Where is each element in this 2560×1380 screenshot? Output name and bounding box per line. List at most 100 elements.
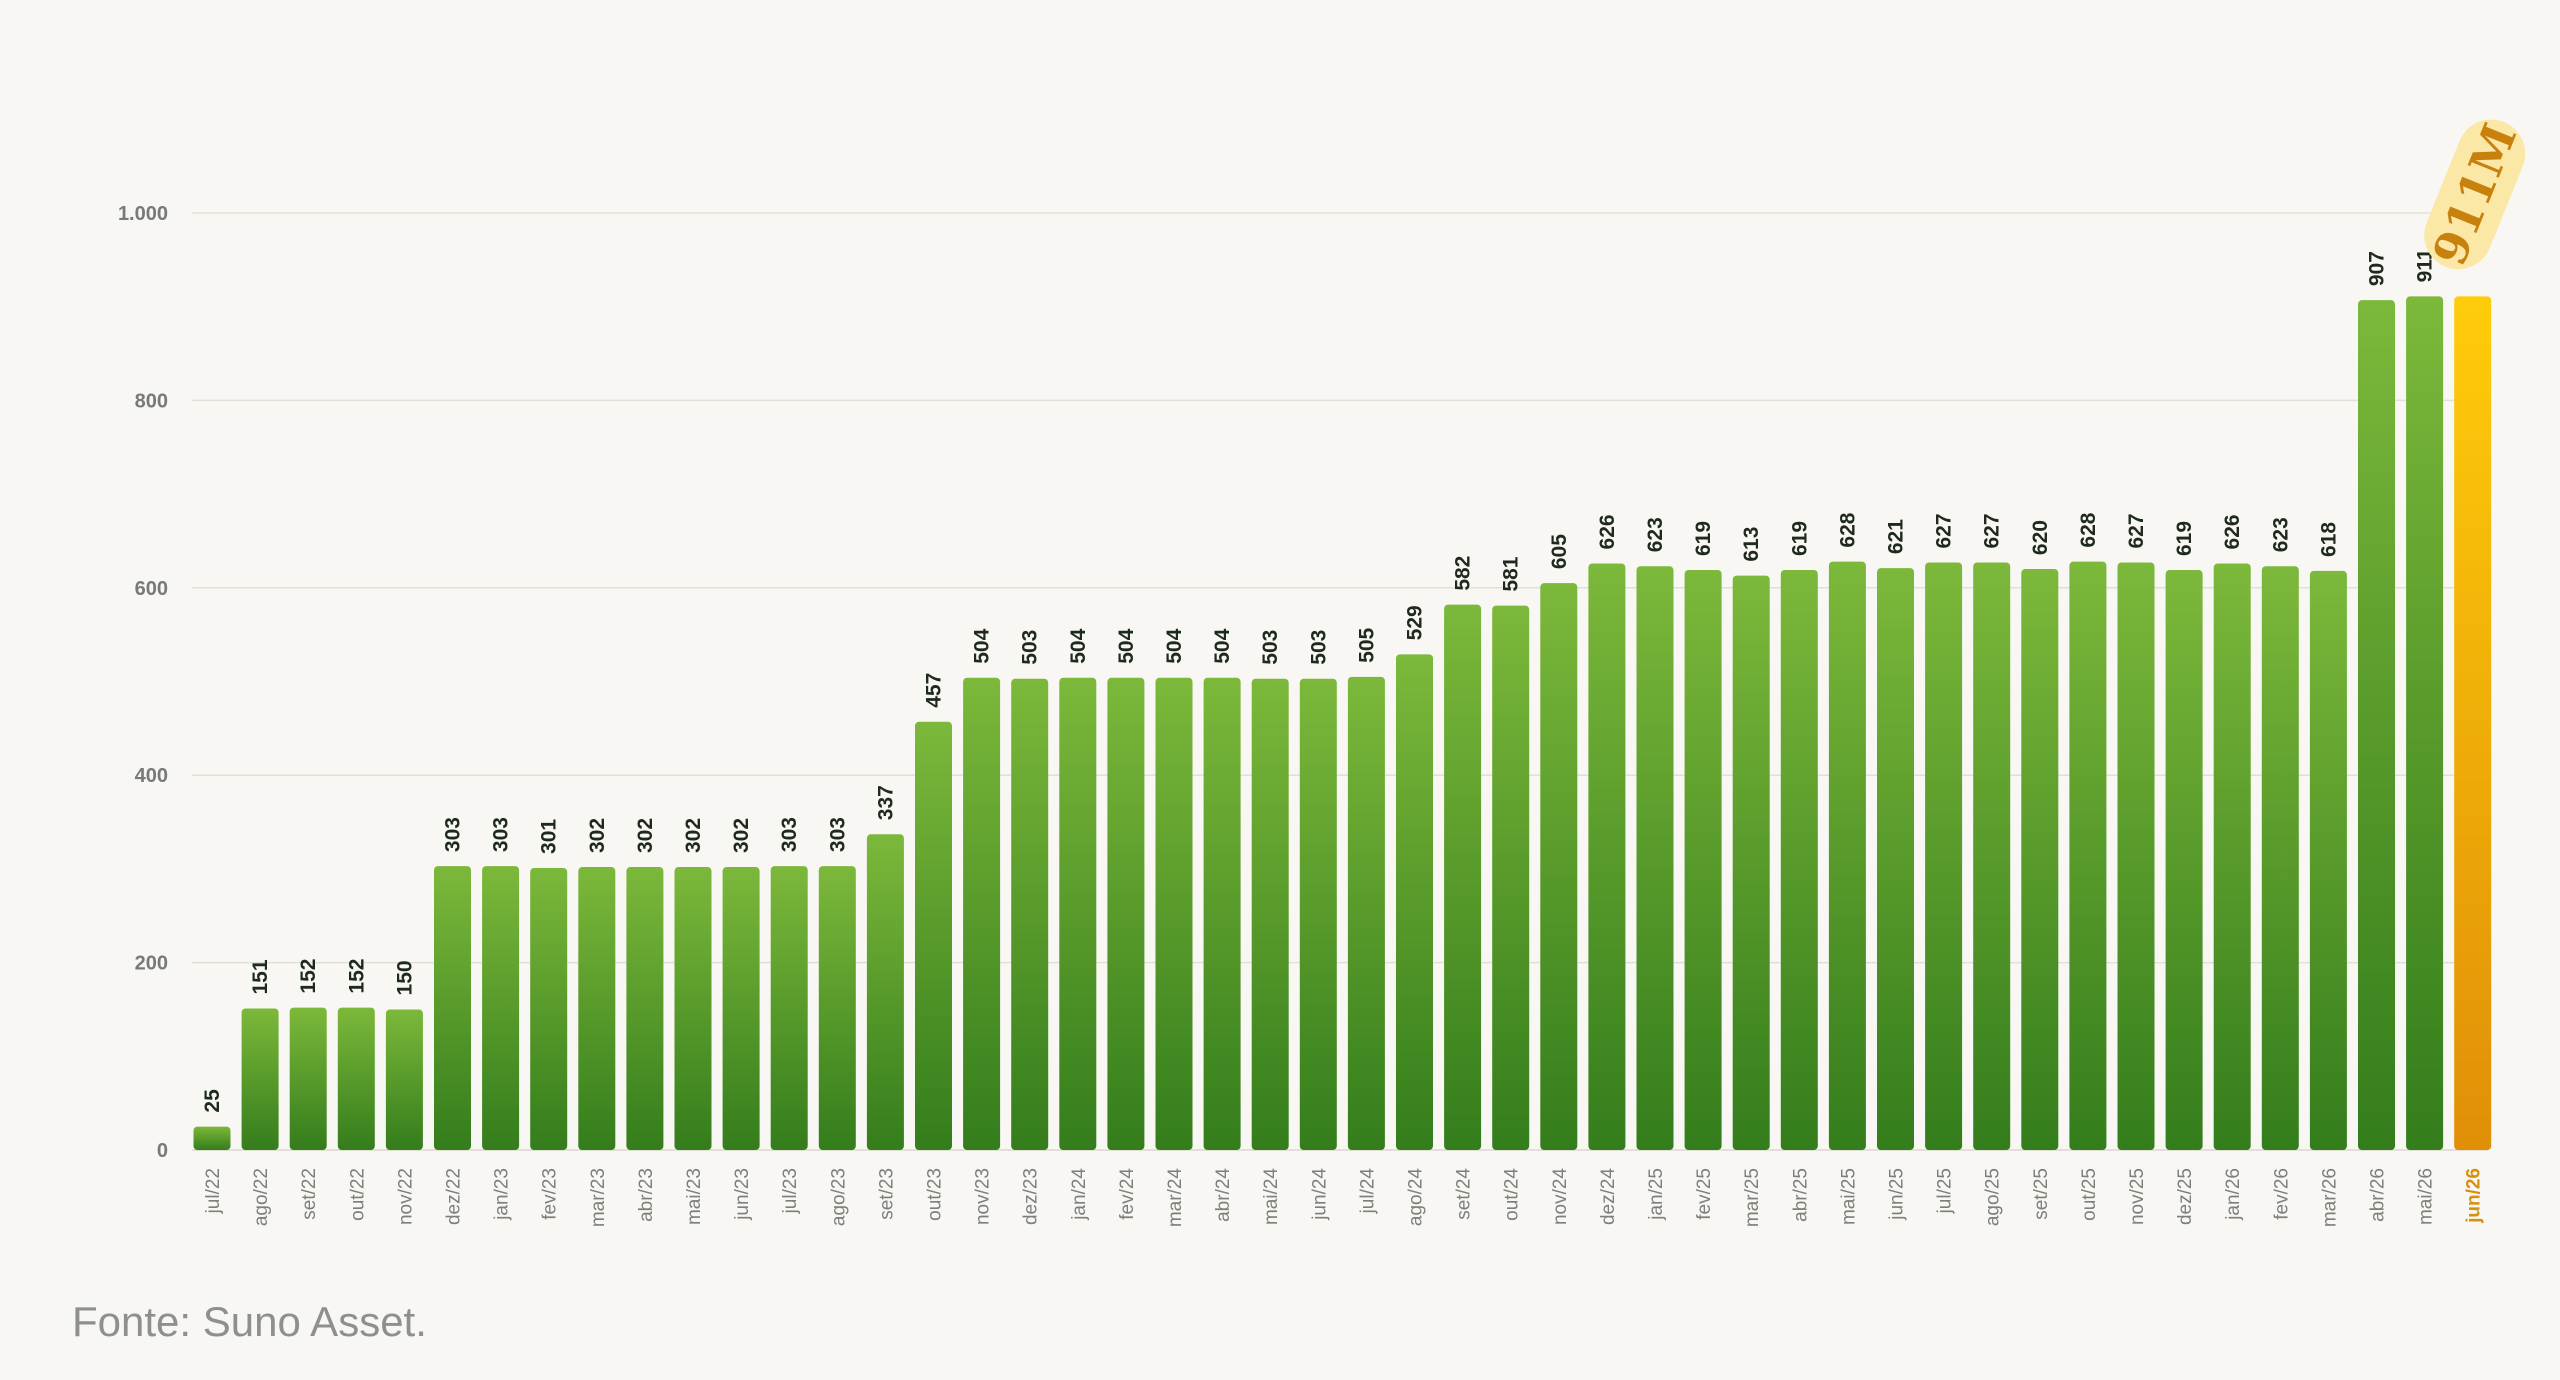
bar <box>1780 569 1818 1150</box>
x-tick-label: jun/24 <box>1309 1168 1330 1221</box>
bar-data-label: 505 <box>1355 627 1378 662</box>
x-tick-label: nov/22 <box>395 1168 416 1225</box>
x-tick-label: fev/25 <box>1694 1168 1715 1220</box>
bar <box>963 677 1001 1150</box>
bar <box>434 866 471 1150</box>
bar-data-label: 626 <box>2221 514 2244 549</box>
bar-data-label: 605 <box>1548 534 1571 569</box>
bar-data-label: 619 <box>1692 521 1715 556</box>
bar-data-label: 619 <box>1788 521 1811 556</box>
x-tick-label: mai/23 <box>684 1168 705 1225</box>
x-tick-label: set/25 <box>2031 1168 2052 1220</box>
x-tick-label: ago/24 <box>1406 1168 1427 1227</box>
x-tick-label: jul/22 <box>203 1168 224 1214</box>
x-tick-label: fev/24 <box>1117 1168 1138 1220</box>
bar <box>1203 677 1241 1150</box>
bar <box>1059 677 1097 1150</box>
bar <box>1444 604 1482 1150</box>
x-tick-label: dez/22 <box>444 1168 465 1225</box>
bar-data-label: 623 <box>2269 517 2292 552</box>
bar-data-label: 581 <box>1500 556 1523 591</box>
bar-data-label: 623 <box>1644 517 1667 552</box>
x-tick-label: mai/25 <box>1838 1168 1859 1225</box>
source-note: Fonte: Suno Asset. <box>72 1298 427 1345</box>
x-tick-label: out/25 <box>2079 1168 2100 1221</box>
bar-data-label: 504 <box>1211 628 1234 663</box>
bar <box>1684 569 1722 1150</box>
bar-data-label: 150 <box>393 960 416 995</box>
x-tick-label: nov/24 <box>1550 1168 1571 1225</box>
y-tick-label: 600 <box>135 578 168 600</box>
y-tick-label: 200 <box>135 953 168 975</box>
bar <box>2261 566 2299 1150</box>
bar <box>1396 654 1433 1150</box>
bar <box>866 834 904 1150</box>
bar <box>2358 300 2395 1150</box>
bar <box>1299 678 1337 1150</box>
bar <box>1107 677 1145 1150</box>
bar <box>530 867 568 1150</box>
x-tick-label: jun/25 <box>1887 1168 1908 1221</box>
x-tick-label: ago/22 <box>251 1168 272 1226</box>
bar <box>1011 678 1049 1150</box>
bar-data-label: 620 <box>2029 520 2052 555</box>
bar <box>626 867 664 1150</box>
x-tick-label: set/22 <box>299 1168 320 1220</box>
bar-data-label: 504 <box>1163 628 1186 663</box>
bar-data-label: 529 <box>1404 605 1427 640</box>
x-tick-label: mar/24 <box>1165 1168 1186 1228</box>
callout-badge-bg <box>2424 119 2526 270</box>
bar <box>722 867 760 1150</box>
callout: 911M <box>2422 116 2527 272</box>
x-tick-label: ago/25 <box>1983 1168 2004 1226</box>
x-tick-label: abr/23 <box>636 1168 657 1222</box>
x-tick-label: dez/23 <box>1021 1168 1042 1225</box>
bar-data-label: 619 <box>2173 521 2196 556</box>
bar <box>578 867 616 1150</box>
bar <box>1155 677 1193 1150</box>
bar-data-label: 503 <box>1307 630 1330 665</box>
bar <box>385 1009 423 1150</box>
bar-data-label: 911 <box>2414 248 2437 282</box>
bar <box>1877 568 1914 1150</box>
bar <box>193 1126 231 1150</box>
x-tick-label: fev/23 <box>540 1168 561 1220</box>
bar-data-label: 303 <box>490 817 513 852</box>
bar <box>1828 561 1866 1150</box>
bar-data-label: 152 <box>345 959 368 994</box>
bar <box>482 866 520 1150</box>
x-tick-label: dez/24 <box>1598 1168 1619 1225</box>
bar-data-label: 302 <box>682 818 705 853</box>
bar <box>1540 583 1578 1150</box>
x-tick-label: dez/25 <box>2175 1168 2196 1225</box>
bar <box>915 721 952 1150</box>
x-tick-label: out/22 <box>347 1168 368 1221</box>
bar-data-label: 627 <box>2125 513 2148 548</box>
y-tick-label: 0 <box>157 1140 168 1162</box>
bar <box>1925 562 1963 1150</box>
bar-data-label: 618 <box>2317 522 2340 557</box>
bar <box>1588 563 1626 1150</box>
bar-data-label: 303 <box>442 817 465 852</box>
bar-data-label: 621 <box>1885 519 1908 554</box>
x-tick-label: abr/26 <box>2368 1168 2389 1222</box>
x-tick-label: fev/26 <box>2271 1168 2292 1220</box>
bar-data-label: 626 <box>1596 514 1619 549</box>
bar <box>2117 562 2155 1150</box>
bar-data-label: 503 <box>1259 630 1282 665</box>
bar <box>1636 566 1674 1150</box>
bar-data-label: 504 <box>971 628 994 663</box>
x-tick-label: mai/26 <box>2416 1168 2437 1225</box>
bar-data-label: 151 <box>249 959 272 994</box>
y-tick-label: 800 <box>135 390 168 412</box>
callout-badge: 911M <box>2422 116 2527 272</box>
bar-data-label: 302 <box>730 818 753 853</box>
x-tick-label: mai/24 <box>1261 1168 1282 1225</box>
bar-data-label: 25 <box>201 1089 224 1113</box>
bar <box>241 1008 279 1150</box>
callout-label: 911M <box>2422 116 2527 272</box>
bar <box>1251 678 1289 1150</box>
bar <box>2309 570 2347 1150</box>
bar-data-label: 303 <box>778 817 801 852</box>
